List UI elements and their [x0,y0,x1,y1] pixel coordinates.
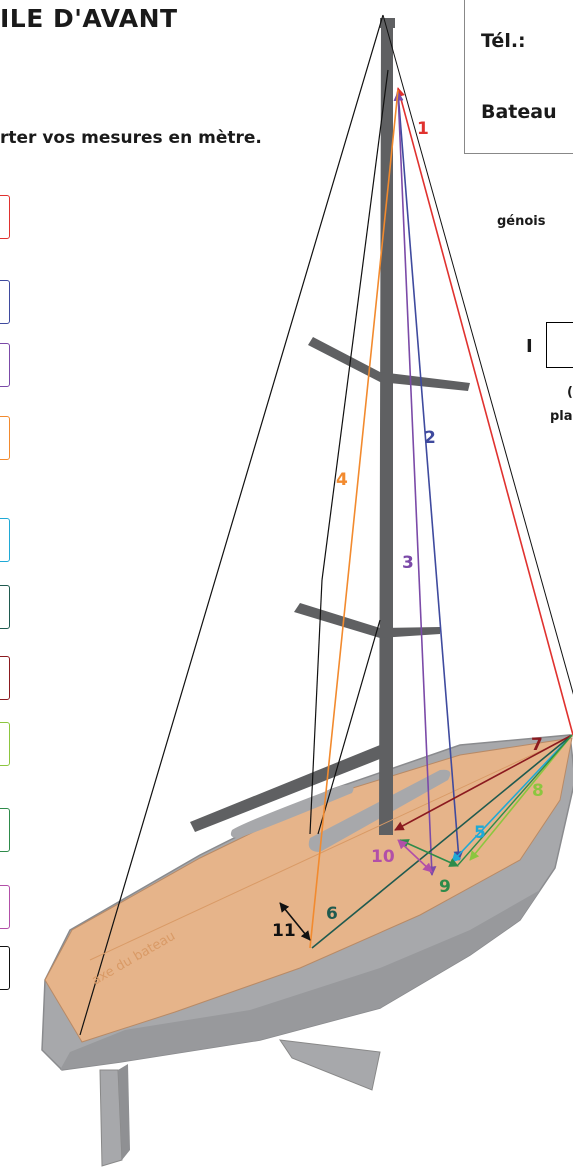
measure-box-1[interactable] [0,195,10,239]
label-7: 7 [531,735,543,755]
measure-box-11[interactable] [0,946,10,990]
measure-box-i[interactable] [546,322,573,368]
label-1: 1 [417,119,429,139]
boom [190,745,385,832]
label-5: 5 [474,823,486,843]
keel [278,1039,381,1091]
side-note-1: ( [567,385,573,400]
rudder-shade [118,1064,130,1160]
label-10: 10 [371,847,395,867]
measure-box-3[interactable] [0,343,10,387]
hatch-top [230,784,354,838]
instruction-text: rter vos mesures en mètre. [0,128,262,148]
measure-box-7[interactable] [0,656,10,700]
measure-box-5[interactable] [0,518,10,562]
info-panel [464,0,573,154]
label-8: 8 [532,781,544,801]
side-note-2: pla [550,409,573,424]
box-i-label: I [526,336,533,357]
label-3: 3 [402,553,414,573]
measure-box-8[interactable] [0,722,10,766]
genois-label: génois [497,214,546,229]
measure-box-10[interactable] [0,885,10,929]
label-2: 2 [424,428,436,448]
tel-label: Tél.: [481,30,526,52]
measure-box-4[interactable] [0,416,10,460]
label-6: 6 [326,904,338,924]
measure-box-9[interactable] [0,808,10,852]
page-title: ILE D'AVANT [0,4,178,33]
bateau-label: Bateau [481,101,557,123]
label-4: 4 [336,470,348,490]
label-11: 11 [272,921,296,941]
label-9: 9 [439,877,451,897]
lower-spreader [294,603,440,638]
hull-shade [60,868,555,1070]
measure-box-2[interactable] [0,280,10,324]
measure-box-6[interactable] [0,585,10,629]
